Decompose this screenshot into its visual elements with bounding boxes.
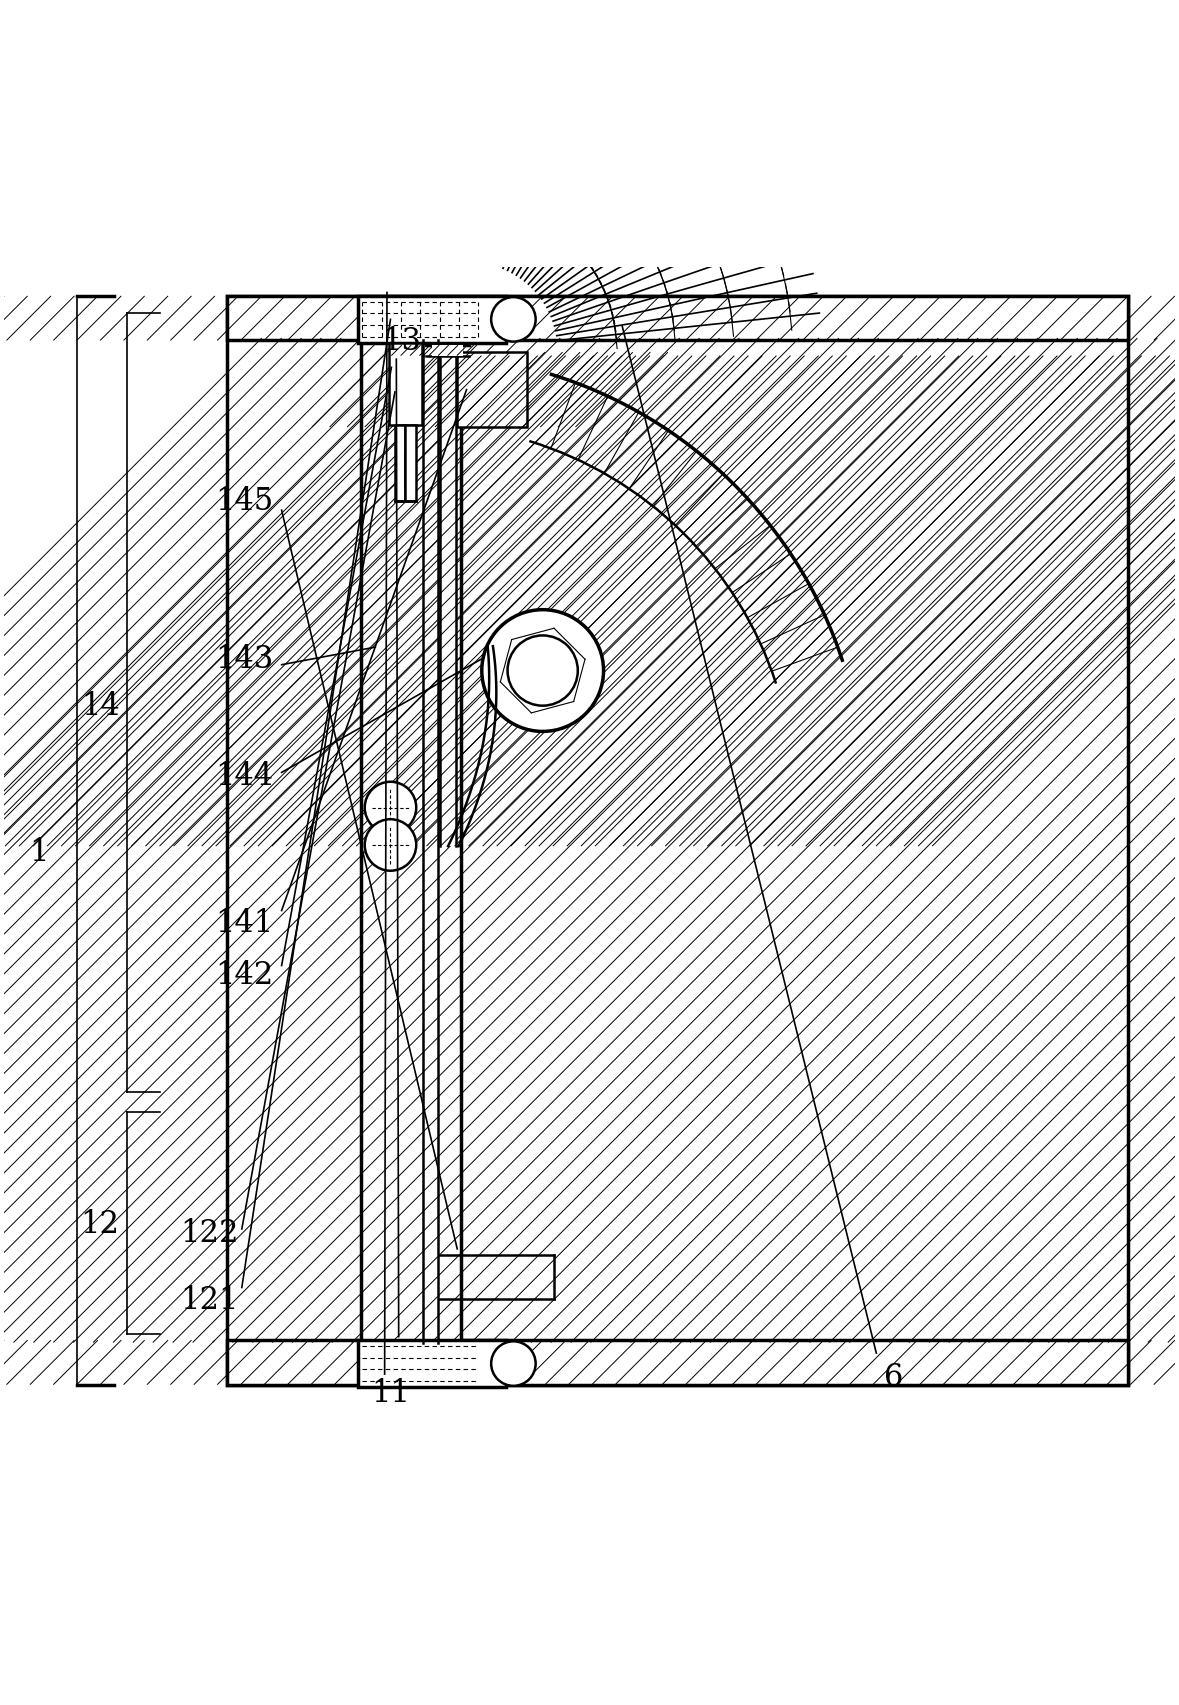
Bar	[226, 297, 1128, 1384]
Bar	[457, 353, 527, 428]
Text: 13: 13	[383, 326, 422, 356]
Text: 14: 14	[81, 691, 119, 721]
Bar	[361, 339, 461, 1344]
Bar	[226, 1340, 1128, 1384]
Bar	[441, 356, 456, 847]
Bar	[433, 346, 462, 356]
Bar	[361, 339, 461, 1344]
Text: 1: 1	[29, 837, 50, 868]
Bar	[441, 356, 456, 847]
Bar	[433, 346, 462, 356]
Text: 141: 141	[215, 907, 274, 938]
Text: 121: 121	[179, 1284, 238, 1315]
Text: 11: 11	[371, 1378, 410, 1408]
Bar	[226, 297, 1128, 341]
Bar	[395, 426, 406, 501]
Text: 144: 144	[215, 760, 274, 791]
Circle shape	[492, 1342, 535, 1386]
Bar	[357, 297, 507, 344]
Circle shape	[364, 783, 416, 834]
Circle shape	[492, 298, 535, 343]
Circle shape	[507, 636, 578, 706]
Text: 12: 12	[80, 1207, 119, 1240]
Bar	[357, 1340, 507, 1388]
Bar	[457, 353, 527, 428]
Bar	[406, 426, 416, 501]
Bar	[226, 1340, 1128, 1384]
Text: 143: 143	[215, 644, 274, 675]
Circle shape	[482, 610, 604, 731]
Text: 142: 142	[215, 960, 274, 991]
Text: 145: 145	[215, 486, 274, 517]
Bar	[389, 344, 422, 426]
Bar	[226, 297, 1128, 341]
Text: 6: 6	[884, 1361, 903, 1393]
Circle shape	[364, 820, 416, 871]
Text: 122: 122	[179, 1217, 238, 1248]
